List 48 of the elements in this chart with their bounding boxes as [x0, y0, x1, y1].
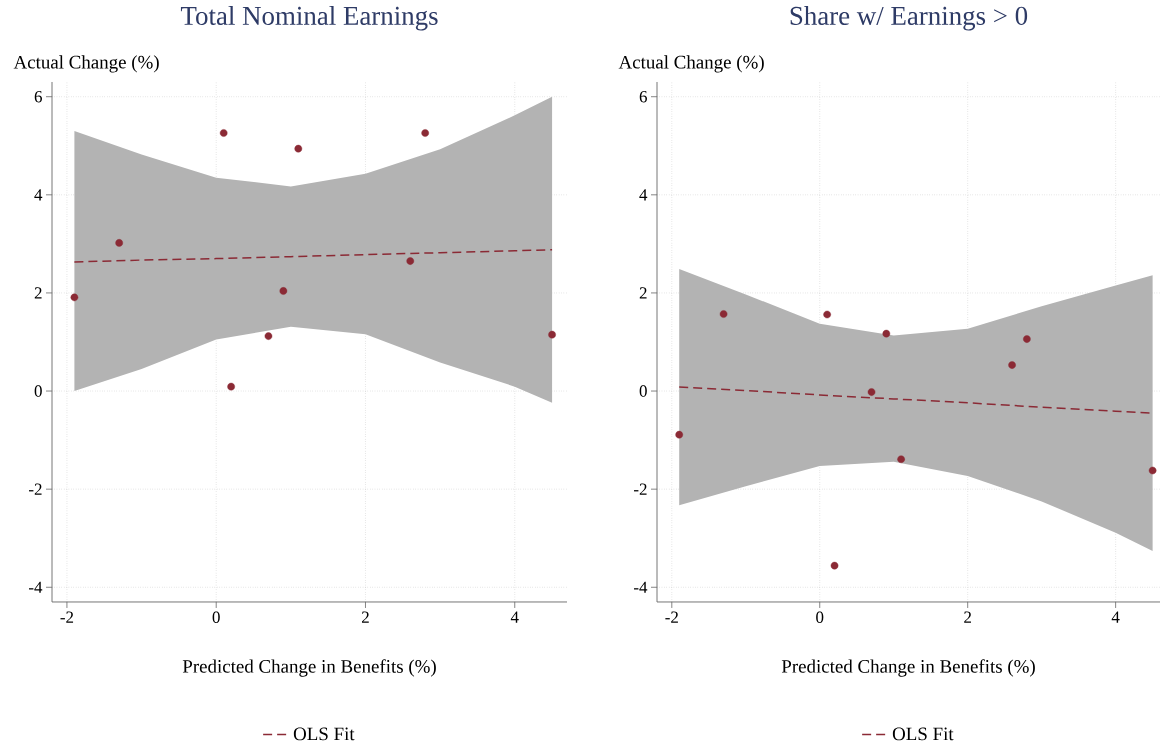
point — [823, 310, 831, 319]
x-tick-label: 4 — [510, 611, 519, 623]
y-tick-label: -2 — [634, 483, 647, 495]
point — [1008, 361, 1016, 369]
y-tick-label: 0 — [34, 385, 42, 397]
point — [264, 332, 273, 340]
y-axis-title: Actual Change (%) — [13, 55, 159, 73]
point — [1148, 466, 1157, 475]
y-tick-label: -4 — [29, 581, 43, 593]
chart-title: Share w/ Earnings > 0 — [790, 6, 1028, 31]
legend-label: OLS Fit — [293, 727, 355, 741]
point — [115, 239, 123, 247]
x-tick-label: 2 — [964, 611, 971, 623]
y-tick-label: 2 — [34, 287, 42, 299]
y-tick-label: 0 — [639, 385, 647, 397]
point — [897, 455, 905, 464]
point — [219, 129, 228, 137]
x-tick-label: 4 — [1111, 611, 1120, 623]
x-tick-label: -2 — [665, 611, 678, 623]
x-tick-label: 2 — [362, 611, 369, 623]
y-tick-label: -2 — [29, 483, 42, 495]
point — [279, 287, 288, 295]
point — [227, 382, 235, 391]
y-tick-label: 4 — [34, 189, 43, 201]
x-tick-label: 0 — [212, 611, 220, 623]
point — [882, 329, 891, 338]
point — [1023, 335, 1031, 343]
y-tick-label: -4 — [634, 581, 648, 593]
y-tick-label: 4 — [639, 189, 648, 201]
point — [70, 293, 79, 302]
point — [719, 310, 728, 318]
point — [867, 388, 876, 396]
x-axis-title: Predicted Change in Benefits (%) — [182, 659, 436, 677]
point — [548, 330, 556, 339]
x-tick-label: -2 — [60, 611, 74, 623]
point — [830, 561, 839, 570]
y-tick-label: 2 — [639, 287, 647, 299]
point — [406, 257, 415, 265]
y-tick-label: 6 — [639, 91, 647, 103]
y-axis-title: Actual Change (%) — [618, 55, 764, 73]
legend-label: OLS Fit — [892, 727, 954, 741]
x-axis-title: Predicted Change in Benefits (%) — [781, 659, 1035, 677]
y-tick-label: 6 — [34, 91, 42, 103]
point — [421, 129, 429, 137]
x-tick-label: 0 — [816, 611, 824, 623]
chart-title: Total Nominal Earnings — [180, 6, 438, 31]
point — [294, 144, 303, 153]
point — [675, 430, 684, 439]
